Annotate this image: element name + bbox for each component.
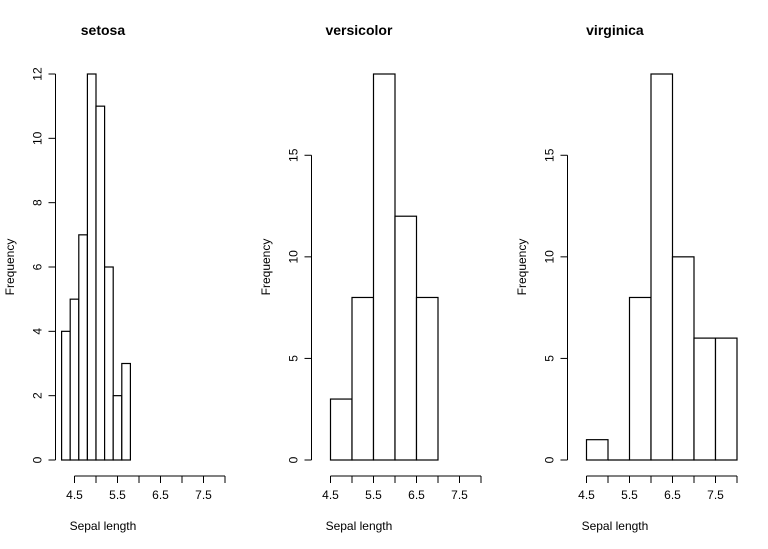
chart-title: setosa: [81, 22, 126, 38]
histogram-bar: [95, 105, 106, 461]
y-tick-label: 0: [31, 456, 45, 463]
histogram-bar: [585, 439, 609, 461]
histogram-bar: [69, 298, 80, 461]
y-tick-label: 2: [31, 392, 45, 399]
chart-title: virginica: [586, 22, 644, 38]
histogram-bar: [103, 266, 114, 461]
x-axis-label: Sepal length: [70, 519, 137, 533]
y-tick-label: 12: [31, 67, 45, 81]
histogram-bar: [628, 296, 652, 461]
histogram-bar: [394, 215, 418, 461]
x-tick-label: 7.5: [451, 488, 468, 502]
y-axis-label: Frequency: [515, 239, 529, 296]
histogram-bar: [372, 73, 396, 461]
y-tick-label: 8: [31, 199, 45, 206]
x-tick-label: 7.5: [195, 488, 212, 502]
y-axis-label: Frequency: [259, 239, 273, 296]
histogram-bar: [112, 395, 123, 461]
x-axis-label: Sepal length: [582, 519, 649, 533]
y-tick-label: 10: [31, 131, 45, 145]
x-tick-label: 6.5: [664, 488, 681, 502]
histogram-bar: [714, 337, 738, 461]
y-tick-label: 0: [287, 456, 301, 463]
histogram-bar: [121, 362, 132, 461]
y-tick-label: 5: [543, 355, 557, 362]
x-tick-label: 5.5: [109, 488, 126, 502]
y-tick-label: 6: [31, 263, 45, 270]
histogram-bar: [78, 234, 89, 461]
y-tick-label: 15: [287, 148, 301, 162]
x-tick-label: 4.5: [578, 488, 595, 502]
chart-title: versicolor: [325, 22, 392, 38]
x-tick-label: 7.5: [707, 488, 724, 502]
y-tick-label: 5: [287, 355, 301, 362]
y-tick-label: 4: [31, 328, 45, 335]
y-tick-label: 10: [543, 250, 557, 264]
x-tick-label: 5.5: [621, 488, 638, 502]
x-axis-label: Sepal length: [326, 519, 393, 533]
x-tick-label: 6.5: [152, 488, 169, 502]
y-tick-label: 10: [287, 250, 301, 264]
x-tick-label: 6.5: [408, 488, 425, 502]
histogram-bar: [329, 398, 353, 461]
y-tick-label: 15: [543, 148, 557, 162]
x-tick-label: 4.5: [66, 488, 83, 502]
histogram-bar: [415, 296, 439, 461]
histogram-bar: [671, 256, 695, 461]
histogram-bar: [86, 73, 97, 461]
histogram-bar: [650, 73, 674, 461]
histogram-bar: [60, 330, 71, 461]
y-axis-label: Frequency: [3, 239, 17, 296]
histogram-bar: [351, 296, 375, 461]
histogram-bar: [693, 337, 717, 461]
y-tick-label: 0: [543, 456, 557, 463]
x-tick-label: 5.5: [365, 488, 382, 502]
x-tick-label: 4.5: [322, 488, 339, 502]
